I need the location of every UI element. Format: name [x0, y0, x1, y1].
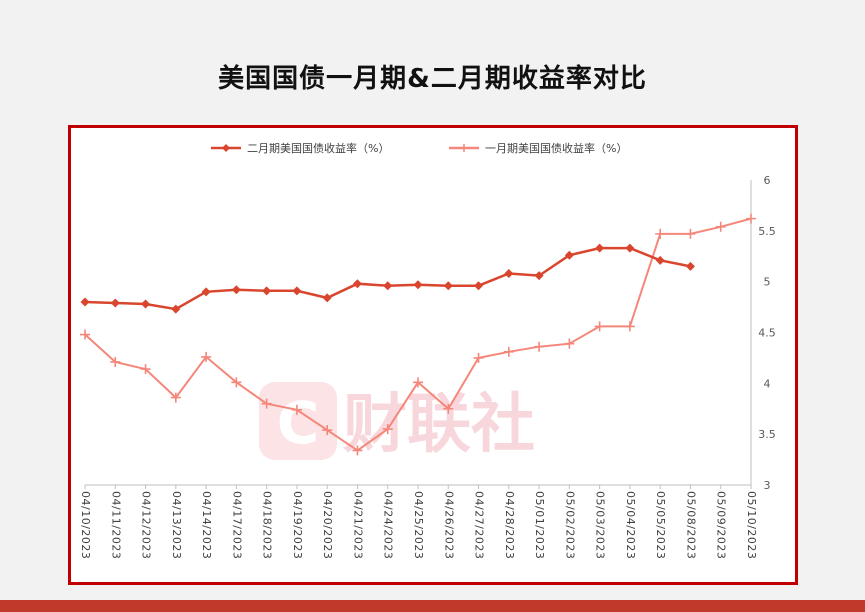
legend-plus-icon	[460, 144, 468, 152]
x-tick-label: 04/26/2023	[442, 491, 455, 559]
data-point-one-month	[140, 364, 151, 375]
data-point-two-month	[262, 286, 272, 296]
data-point-two-month	[383, 281, 393, 291]
data-point-one-month	[322, 425, 333, 436]
y-tick-label: 4.5	[758, 327, 776, 340]
line-chart: C 财联社 二月期美国国债收益率（%） 一月期美国国债收益率（%） 3 3.5 4 4.…	[79, 141, 776, 559]
data-point-two-month	[474, 281, 484, 291]
chart-frame: C 财联社 二月期美国国债收益率（%） 一月期美国国债收益率（%） 3 3.5 4 4.…	[68, 125, 798, 585]
x-tick-label: 04/11/2023	[109, 491, 122, 559]
y-tick-label: 4	[764, 377, 771, 390]
data-point-one-month	[655, 228, 666, 239]
y-tick-label: 5	[764, 276, 771, 289]
data-point-one-month	[110, 356, 121, 367]
series-layer	[80, 213, 756, 456]
x-tick-label: 05/05/2023	[654, 491, 667, 559]
data-point-one-month	[564, 338, 575, 349]
x-tick-label: 04/20/2023	[321, 491, 334, 559]
data-point-two-month	[655, 255, 665, 265]
data-point-one-month	[594, 321, 605, 332]
x-tick-label: 05/10/2023	[745, 491, 758, 559]
watermark-logo-icon	[259, 382, 337, 460]
x-tick-label: 04/18/2023	[261, 491, 274, 559]
x-tick-label: 05/04/2023	[624, 491, 637, 559]
x-tick-label: 04/14/2023	[200, 491, 213, 559]
data-point-two-month	[413, 280, 423, 290]
data-point-one-month	[413, 377, 423, 388]
data-point-one-month	[261, 398, 272, 409]
x-tick-label: 04/25/2023	[412, 491, 425, 559]
x-tick-label: 04/10/2023	[79, 491, 92, 559]
data-point-one-month	[231, 377, 242, 388]
x-tick-label: 05/02/2023	[563, 491, 576, 559]
x-axis: 04/10/2023 04/11/2023 04/12/2023 04/13/2023…	[79, 484, 758, 559]
data-point-two-month	[201, 287, 211, 297]
y-tick-label: 3.5	[758, 428, 776, 441]
watermark-text: 财联社	[343, 388, 535, 462]
data-point-two-month	[685, 261, 695, 271]
bottom-divider	[0, 600, 865, 612]
watermark: C 财联社	[259, 382, 535, 462]
x-tick-label: 04/28/2023	[503, 491, 516, 559]
data-point-two-month	[322, 293, 332, 303]
y-axis: 3 3.5 4 4.5 5 5.5 6	[750, 174, 776, 492]
data-point-one-month	[534, 341, 545, 352]
x-tick-label: 04/19/2023	[291, 491, 304, 559]
data-point-one-month	[443, 403, 454, 414]
series-line-two-month	[84, 246, 691, 311]
data-point-two-month	[595, 243, 605, 253]
y-tick-label: 5.5	[758, 225, 776, 238]
legend: 二月期美国国债收益率（%） 一月期美国国债收益率（%）	[211, 141, 627, 155]
data-point-two-month	[110, 298, 120, 308]
data-point-one-month	[80, 329, 90, 340]
x-tick-label: 04/13/2023	[170, 491, 183, 559]
data-point-two-month	[564, 250, 574, 260]
legend-label: 一月期美国国债收益率（%）	[485, 141, 627, 155]
x-tick-label: 05/01/2023	[533, 491, 546, 559]
x-tick-label: 04/21/2023	[351, 491, 364, 559]
data-point-two-month	[625, 243, 635, 253]
data-point-one-month	[685, 228, 696, 239]
data-point-two-month	[352, 279, 362, 289]
y-tick-label: 3	[764, 479, 771, 492]
x-tick-label: 05/08/2023	[684, 491, 697, 559]
x-tick-label: 05/03/2023	[594, 491, 607, 559]
data-point-one-month	[473, 352, 484, 363]
data-point-one-month	[746, 213, 756, 224]
x-tick-label: 04/17/2023	[230, 491, 243, 559]
data-point-one-month	[382, 424, 393, 435]
data-point-one-month	[291, 404, 302, 415]
data-point-one-month	[201, 351, 212, 362]
data-point-one-month	[503, 346, 514, 357]
legend-diamond-icon	[222, 144, 230, 152]
x-tick-label: 05/09/2023	[715, 491, 728, 559]
data-point-two-month	[171, 304, 181, 314]
data-point-two-month	[231, 285, 241, 295]
watermark-logo-letter: C	[277, 389, 320, 457]
data-point-two-month	[443, 281, 453, 291]
data-point-one-month	[624, 321, 635, 332]
data-point-two-month	[292, 286, 302, 296]
legend-label: 二月期美国国债收益率（%）	[247, 141, 389, 155]
data-point-two-month	[504, 269, 514, 279]
data-point-two-month	[534, 271, 544, 281]
x-tick-label: 04/24/2023	[382, 491, 395, 559]
x-tick-label: 04/27/2023	[473, 491, 486, 559]
y-tick-label: 6	[764, 174, 771, 187]
data-point-one-month	[715, 221, 726, 232]
x-tick-label: 04/12/2023	[140, 491, 153, 559]
data-point-one-month	[170, 392, 181, 403]
data-point-two-month	[80, 297, 90, 307]
data-point-two-month	[141, 299, 151, 309]
chart-title: 美国国债一月期&二月期收益率对比	[218, 64, 647, 94]
data-point-one-month	[352, 445, 363, 456]
